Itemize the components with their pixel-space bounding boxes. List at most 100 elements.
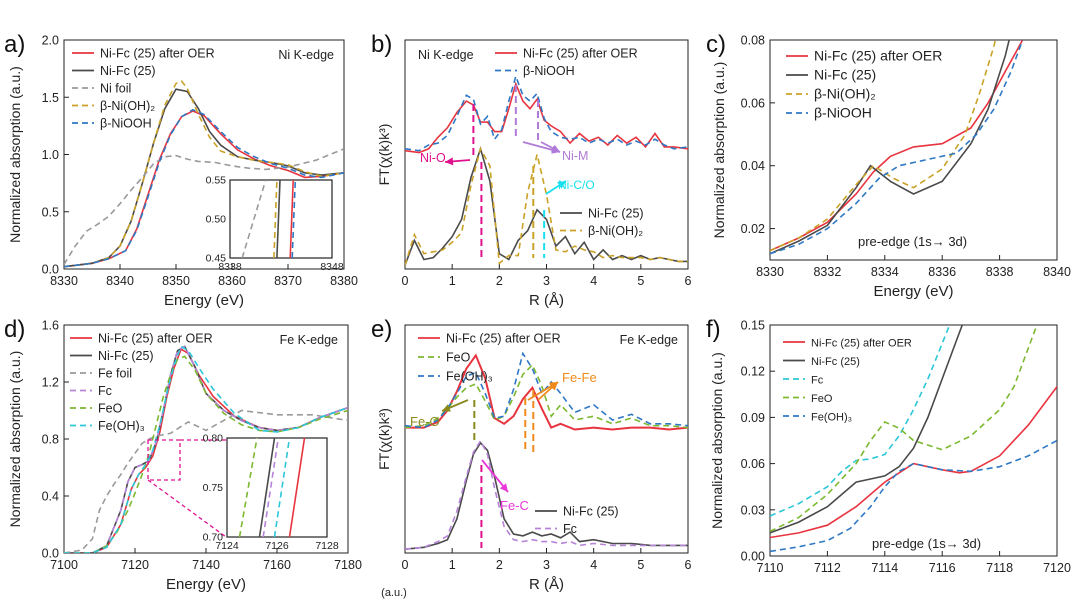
y-tick-label-d: 1.6: [42, 319, 59, 333]
x-tick-label-f: 7110: [757, 561, 784, 575]
x-tick-label-e: 1: [449, 558, 456, 572]
inset-x-tick-label: 7126: [265, 540, 289, 552]
legend-c: Ni-Fc (25) after OER Ni-Fc (25) β-Ni(OH)₂ β…: [786, 48, 942, 121]
series-line-b-ni-fc-25: [405, 146, 688, 266]
legend-label-ni-oh: β-Ni(OH)₂: [100, 99, 155, 113]
legend-label-fc: Fc: [98, 384, 112, 398]
y-tick-label-f: 0.00: [741, 550, 765, 564]
y-axis-title-f: Normalized absorption (a.u.): [709, 352, 725, 529]
legend-label-ni-fc-25: Ni-Fc (25): [814, 67, 876, 83]
inset-x-tick-label: 7128: [315, 540, 339, 552]
y-tick-label-c: 0.02: [741, 222, 765, 236]
series-line-b-niooh: [405, 73, 688, 152]
x-tick-label-f: 7116: [929, 561, 956, 575]
arrow-ni-o-head: [445, 157, 454, 166]
inset-y-tick-label: 0.50: [206, 214, 227, 226]
series-line-e-fe-oh: [405, 351, 688, 429]
x-tick-label-c: 8332: [813, 265, 841, 279]
x-tick-label-d: 7140: [192, 558, 220, 572]
x-tick-label-c: 8336: [928, 265, 956, 279]
series-line-c-ni-fc-25-after-oer: [770, 40, 1024, 252]
series-line-d-fe-oh: [64, 345, 348, 553]
legend-b: Ni-Fc (25) after OER β-NiOOH: [495, 47, 638, 78]
legend-label-ni-fc-25-after-oer: Ni-Fc (25) after OER: [814, 48, 942, 64]
panel-b: 0 1 2 3 4 5 6 R (Å) FT(χ(k)k³) b) Ni-Fc (25) after…: [371, 31, 692, 309]
inset-y-tick-label: 0.80: [203, 433, 224, 445]
inset-series-line-fc: [262, 438, 280, 537]
series-line-c-ni-oh: [770, 40, 997, 252]
annotation-ni-o: Ni-O: [420, 151, 446, 165]
legend-label-ni-fc-25-after-oer: Ni-Fc (25) after OER: [446, 332, 561, 346]
x-tick-label-e: 0: [402, 558, 409, 572]
x-tick-label-c: 8334: [871, 265, 899, 279]
arrow-fe-fe-b-head: [549, 382, 558, 391]
annotation-fe-c: Fe-C: [500, 498, 529, 513]
plot-frame-f: [769, 324, 1058, 557]
series-line-e-ni-fc-25: [405, 441, 688, 550]
x-tick-label-d: 7100: [50, 558, 78, 572]
legend-label-fe-foil: Fe foil: [98, 367, 132, 381]
plot-frame-c: [769, 39, 1058, 261]
annotation-fe-k-edge: Fe K-edge: [620, 333, 678, 347]
arrow-ni-c-o-head: [557, 181, 566, 189]
x-tick-label-b: 4: [590, 274, 597, 288]
y-tick-label-c: 0.04: [741, 159, 765, 173]
legend-label-feo: FeO: [811, 393, 833, 405]
inset-y-tick-label: 0.45: [206, 253, 227, 265]
x-tick-label-a: 8370: [274, 274, 302, 288]
legend-label-niooh: β-NiOOH: [100, 117, 152, 131]
panel-label-a: a): [4, 31, 25, 58]
x-tick-label-a: 8360: [218, 274, 246, 288]
y-tick-label-f: 0.06: [741, 457, 765, 471]
inset-x-tick-label: 8338: [218, 261, 242, 273]
legend-label-ni-fc-25: Ni-Fc (25): [588, 207, 644, 221]
legend-label-ni-oh: β-Ni(OH)₂: [588, 224, 643, 238]
legend-label-fc: Fc: [811, 375, 824, 387]
legend-label-fe-oh: Fe(OH)₃: [811, 412, 852, 424]
y-axis-title-e: FT(χ(k)k³): [376, 408, 392, 470]
legend-label-feo: FeO: [98, 402, 123, 416]
series-line-f-feo: [770, 325, 1038, 533]
legend-label-niooh: β-NiOOH: [523, 64, 575, 78]
inset-y-tick-label: 0.70: [203, 532, 224, 544]
legend-label-ni-fc-25: Ni-Fc (25): [98, 349, 154, 363]
x-axis-title-a: Energy (eV): [164, 292, 244, 309]
y-tick-label-d: 1.2: [42, 376, 59, 390]
panel-c: 8330 8332 8334 8336 8338 8340 0.02 0.04 0.06 0.08…: [706, 31, 1071, 300]
series-line-c-ni-fc-25: [770, 40, 1010, 255]
annotation-pre-edge-1s-3d: pre-edge (1s→ 3d): [858, 234, 967, 249]
x-tick-label-e: 5: [637, 558, 644, 572]
y-tick-label-f: 0.03: [741, 503, 765, 517]
x-tick-label-f: 7120: [1043, 561, 1071, 575]
y-tick-label-d: 0.4: [42, 490, 59, 504]
y-tick-label-d: 0.0: [42, 547, 59, 561]
inset-frame: [229, 179, 333, 259]
annotation-fe-fe: Fe-Fe: [562, 370, 597, 385]
panel-a: 8330 8340 8350 8360 8370 8380 0.0 0.5 1.0 1.5 2.0 E…: [4, 31, 358, 309]
inset-series-line-ni-fc-25-after-oer: [289, 180, 294, 258]
annotation-pre-edge-1s-3d: pre-edge (1s→ 3d): [872, 536, 981, 551]
x-tick-label-c: 8330: [756, 265, 784, 279]
legend-e: Ni-Fc (25) Fc: [535, 505, 619, 536]
series-line-e-fc: [405, 439, 688, 550]
y-tick-label-c: 0.06: [741, 96, 765, 110]
y-tick-label-d: 0.8: [42, 433, 59, 447]
x-axis-title-b: R (Å): [529, 292, 564, 309]
panel-label-b: b): [371, 31, 392, 58]
arrow-fe-o-head: [442, 404, 451, 412]
panel-label-f: f): [706, 316, 721, 343]
annotation-ni-k-edge: Ni K-edge: [418, 48, 474, 62]
legend-label-ni-fc-25-after-oer: Ni-Fc (25) after OER: [98, 332, 213, 346]
y-axis-title-a: Normalized absorption (a.u.): [7, 66, 23, 243]
series-group-a: [64, 80, 344, 268]
inset-series-line-niooh: [291, 180, 297, 258]
y-tick-label-a: 1.5: [42, 91, 59, 105]
legend-label-fc: Fc: [563, 522, 577, 536]
inset-series-line-ni-fc-25: [276, 180, 281, 258]
legend-label-ni-fc-25-after-oer: Ni-Fc (25) after OER: [523, 47, 638, 61]
arrow-ni-m-b-head: [551, 144, 560, 152]
series-line-f-ni-fc-25: [770, 325, 964, 534]
y-tick-label-a: 1.0: [42, 148, 59, 162]
series-line-a-niooh: [64, 108, 344, 268]
